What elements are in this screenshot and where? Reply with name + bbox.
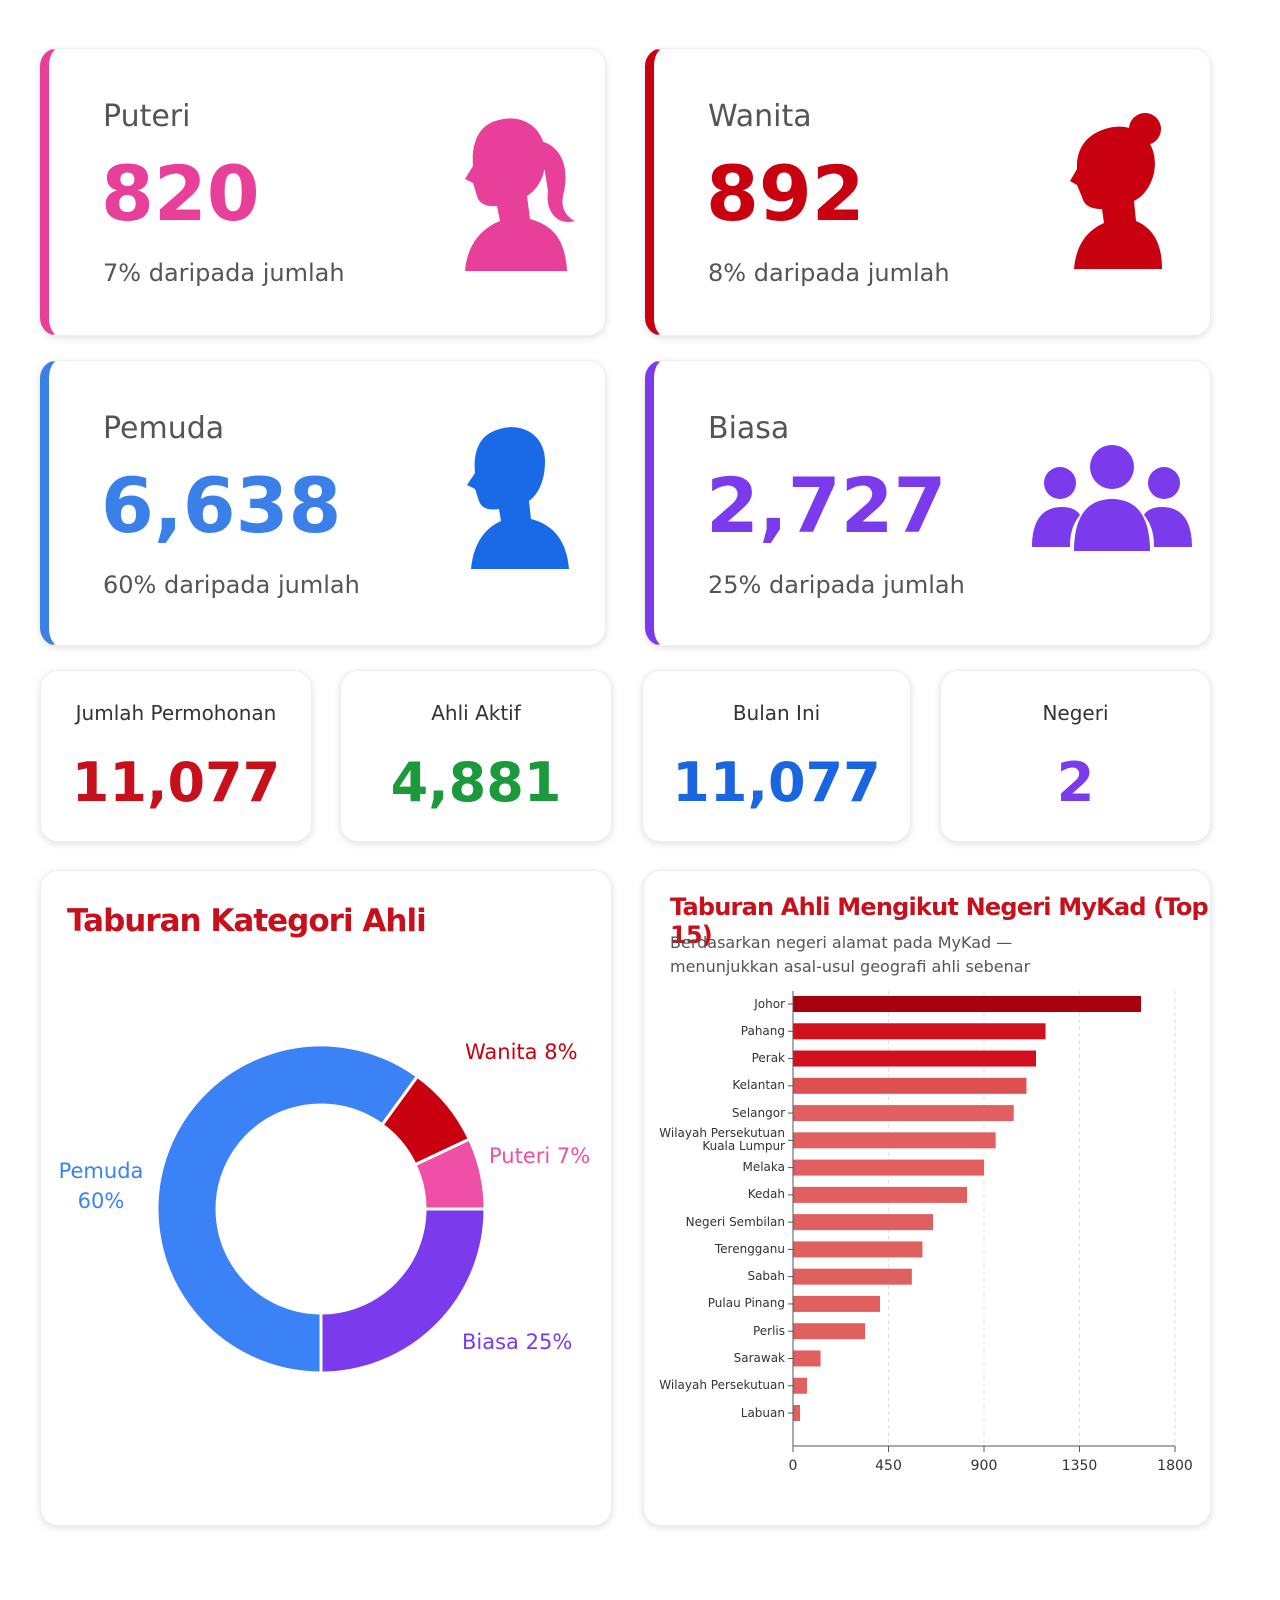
- bar: [793, 1023, 1046, 1040]
- x-tick-label: 900: [970, 1458, 998, 1474]
- slice-value: 8%: [544, 1040, 578, 1064]
- chart-panel: Taburan Kategori Ahli Pemuda 60% Wanita 8…: [40, 870, 612, 1526]
- stat-label: Bulan Ini: [732, 701, 821, 725]
- bar: [793, 1077, 1027, 1094]
- slice-name: Pemuda: [58, 1159, 144, 1183]
- donut-chart: [155, 1043, 487, 1375]
- girl-icon: [465, 118, 575, 271]
- slice-label: Pemuda 60%: [51, 1156, 151, 1216]
- bar: [793, 1268, 912, 1285]
- x-tick-label: 1800: [1157, 1458, 1193, 1474]
- category-label: Labuan: [740, 1405, 785, 1420]
- card-label: Wanita: [708, 99, 812, 134]
- stat-card: Biasa 2,727 25% daripada jumlah: [645, 360, 1211, 646]
- bar: [793, 1159, 984, 1176]
- stat-label: Negeri: [1042, 701, 1109, 725]
- slice-label: Puteri 7%: [489, 1141, 590, 1171]
- slice-value: 7%: [556, 1144, 591, 1168]
- category-label: Perak: [751, 1051, 785, 1066]
- slice-label: Biasa 25%: [462, 1327, 572, 1357]
- x-tick-label: 1350: [1061, 1458, 1098, 1474]
- mini-stat: Jumlah Permohonan 11,077: [40, 670, 312, 842]
- x-tick-label: 0: [788, 1458, 798, 1474]
- bar-chart: [788, 991, 1176, 1452]
- bar: [793, 1405, 801, 1421]
- card-value: 2,727: [706, 461, 947, 550]
- chart-subtitle: Berdasarkan negeri alamat pada MyKad — m…: [670, 933, 1031, 976]
- category-label: Kelantan: [732, 1078, 785, 1093]
- category-label: Negeri Sembilan: [685, 1214, 785, 1229]
- category-label: Sarawak: [733, 1350, 785, 1365]
- bar: [793, 1350, 821, 1367]
- man-icon: [467, 427, 569, 569]
- bar: [793, 1323, 866, 1340]
- donut-slice: [319, 1207, 487, 1375]
- chart-panel: Taburan Ahli Mengikut Negeri MyKad (Top …: [643, 870, 1211, 1526]
- stat-label: Ahli Aktif: [431, 701, 521, 725]
- woman-icon: [1070, 113, 1162, 270]
- bar: [793, 1050, 1036, 1067]
- card-label: Biasa: [708, 411, 790, 446]
- category-label: Selangor: [731, 1105, 785, 1120]
- card-value: 820: [101, 149, 260, 238]
- slice-name: Biasa: [462, 1330, 519, 1354]
- mini-stat: Negeri 2: [940, 670, 1211, 842]
- card-note: 8% daripada jumlah: [708, 259, 950, 287]
- bar: [793, 1186, 968, 1203]
- card-note: 60% daripada jumlah: [103, 571, 360, 599]
- category-label: Melaka: [742, 1160, 785, 1175]
- stat-label: Jumlah Permohonan: [75, 701, 277, 725]
- category-label: Wilayah Persekutuan Kuala Lumpur: [659, 1126, 785, 1154]
- stat-card: Pemuda 6,638 60% daripada jumlah: [40, 360, 606, 646]
- slice-value: 25%: [525, 1330, 573, 1354]
- category-label: Kedah: [747, 1187, 785, 1202]
- mini-stat: Bulan Ini 11,077: [642, 670, 911, 842]
- x-tick-label: 450: [875, 1458, 902, 1474]
- stat-value: 4,881: [390, 751, 562, 814]
- stat-value: 2: [1056, 751, 1095, 814]
- mini-stat: Ahli Aktif 4,881: [340, 670, 612, 842]
- group-icon: [1032, 445, 1192, 551]
- stat-card: Puteri 820 7% daripada jumlah: [40, 48, 606, 336]
- bar: [793, 1377, 808, 1394]
- slice-name: Wanita: [465, 1040, 538, 1064]
- donut-slice: [155, 1043, 420, 1375]
- bar: [793, 1105, 1014, 1122]
- bar: [793, 1214, 934, 1231]
- bar: [793, 1132, 996, 1149]
- card-value: 892: [706, 149, 865, 238]
- card-label: Puteri: [103, 99, 191, 134]
- card-note: 7% daripada jumlah: [103, 259, 345, 287]
- bar: [793, 996, 1142, 1012]
- category-label: Johor: [754, 996, 785, 1011]
- card-label: Pemuda: [103, 411, 225, 446]
- bar: [793, 1241, 923, 1258]
- category-label: Wilayah Persekutuan: [659, 1378, 785, 1393]
- stat-value: 11,077: [71, 751, 281, 814]
- slice-name: Puteri: [489, 1144, 551, 1168]
- chart-title: Taburan Kategori Ahli: [67, 903, 427, 939]
- bar: [793, 1295, 881, 1312]
- stat-card: Wanita 892 8% daripada jumlah: [645, 48, 1211, 336]
- category-label: Pahang: [740, 1023, 785, 1038]
- category-label: Perlis: [752, 1323, 785, 1338]
- slice-value: 60%: [77, 1189, 125, 1213]
- card-value: 6,638: [101, 461, 342, 550]
- category-label: Sabah: [747, 1269, 785, 1284]
- stat-value: 11,077: [672, 751, 881, 814]
- chart-title: Taburan Ahli Mengikut Negeri MyKad (Top …: [670, 893, 1209, 949]
- category-label: Terengganu: [714, 1241, 785, 1256]
- card-note: 25% daripada jumlah: [708, 571, 965, 599]
- slice-label: Wanita 8%: [465, 1037, 578, 1067]
- category-label: Pulau Pinang: [707, 1296, 785, 1311]
